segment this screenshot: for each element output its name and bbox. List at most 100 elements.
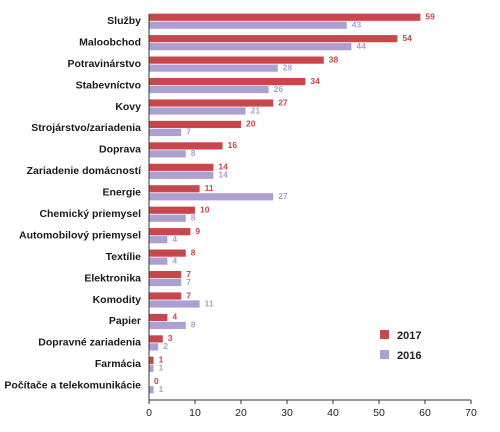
- data-label-2016: 7: [186, 127, 191, 137]
- bar-2016-13: [149, 300, 200, 308]
- category-label: Služby: [107, 15, 141, 27]
- data-label-2017: 11: [205, 183, 214, 193]
- category-label: Elektronika: [84, 272, 141, 284]
- data-label-2017: 59: [425, 11, 435, 21]
- data-label-2016: 4: [172, 234, 177, 244]
- bar-2017-3: [149, 77, 306, 86]
- bar-2016-11: [149, 257, 168, 265]
- bar-2017-4: [149, 99, 274, 107]
- category-label: Textílie: [106, 251, 142, 263]
- bar-2017-14: [149, 313, 168, 322]
- category-label: Stabevníctvo: [76, 79, 141, 91]
- data-label-2016: 21: [251, 105, 261, 115]
- x-tick-label: 0: [146, 407, 152, 419]
- data-label-2017: 0: [154, 376, 159, 386]
- data-label-2016: 26: [274, 84, 284, 94]
- category-label: Potravinárstvo: [67, 58, 141, 70]
- data-label-2017: 4: [172, 312, 177, 322]
- bar-2017-16: [149, 356, 154, 364]
- data-label-2016: 44: [356, 41, 366, 51]
- bar-2017-0: [149, 13, 421, 21]
- data-label-2016: 43: [352, 19, 362, 29]
- category-label: Strojárstvo/zariadenia: [31, 122, 141, 134]
- bar-2017-1: [149, 35, 398, 43]
- bar-2017-15: [149, 335, 163, 343]
- category-label: Počítače a telekomunikácie: [4, 380, 141, 392]
- data-label-2016: 14: [218, 170, 228, 180]
- data-label-2017: 27: [278, 97, 288, 107]
- x-tick-label: 40: [327, 407, 339, 419]
- bar-2016-15: [149, 343, 159, 351]
- data-label-2017: 3: [168, 333, 173, 343]
- legend-label-2017: 2017: [397, 330, 421, 342]
- data-label-2017: 9: [195, 226, 200, 236]
- legend: 2017 2016: [380, 330, 421, 362]
- bar-2016-16: [149, 364, 154, 372]
- data-label-2017: 14: [218, 162, 228, 172]
- bar-2016-9: [149, 214, 186, 222]
- category-label: Kovy: [115, 101, 141, 113]
- data-label-2017: 1: [159, 355, 164, 365]
- bar-2016-4: [149, 107, 246, 115]
- data-label-2017: 54: [402, 33, 412, 43]
- data-label-2016: 8: [191, 320, 196, 330]
- bar-2016-8: [149, 193, 274, 201]
- bar-2016-17: [149, 386, 154, 394]
- x-tick-label: 10: [189, 407, 201, 419]
- data-label-2017: 7: [186, 269, 191, 279]
- category-label: Doprava: [99, 144, 141, 156]
- data-label-2016: 8: [191, 148, 196, 158]
- data-label-2016: 11: [205, 298, 214, 308]
- bar-2016-5: [149, 128, 182, 137]
- data-label-2016: 2: [163, 341, 168, 351]
- x-tick-label: 50: [373, 407, 385, 419]
- category-label: Komodity: [93, 294, 142, 306]
- bar-2016-14: [149, 321, 186, 330]
- bar-2017-6: [149, 142, 223, 150]
- bar-2016-12: [149, 278, 182, 287]
- bar-2016-3: [149, 85, 269, 94]
- category-label: Dopravné zariadenia: [38, 337, 141, 349]
- category-label: Energie: [102, 187, 141, 199]
- bar-2016-1: [149, 43, 352, 51]
- data-label-2017: 34: [310, 76, 320, 86]
- data-label-2017: 7: [186, 290, 191, 300]
- legend-swatch-2016: [380, 350, 389, 359]
- bars-layer: [149, 13, 421, 394]
- bar-2017-5: [149, 120, 241, 129]
- category-label: Papier: [109, 315, 141, 327]
- legend-label-2016: 2016: [397, 350, 421, 362]
- bar-2016-2: [149, 64, 278, 72]
- data-label-2016: 27: [278, 191, 288, 201]
- data-label-2017: 10: [200, 204, 210, 214]
- x-tick-label: 60: [419, 407, 431, 419]
- bar-2017-13: [149, 292, 182, 300]
- bar-2016-7: [149, 171, 214, 179]
- category-label: Maloobchod: [79, 36, 141, 48]
- data-label-2017: 16: [228, 140, 238, 150]
- data-label-2016: 7: [186, 277, 191, 287]
- category-label: Zariadenie domácností: [27, 165, 142, 177]
- legend-swatch-2017: [380, 330, 389, 339]
- bar-2017-10: [149, 228, 191, 236]
- bar-2017-12: [149, 270, 182, 279]
- bar-2016-10: [149, 236, 168, 244]
- category-label: Farmácia: [95, 358, 141, 370]
- bar-2017-8: [149, 185, 200, 193]
- data-label-2016: 4: [172, 255, 177, 265]
- bar-2017-11: [149, 249, 186, 257]
- data-label-2017: 8: [191, 247, 196, 257]
- data-label-2016: 8: [191, 212, 196, 222]
- data-label-2016: 1: [159, 384, 164, 394]
- bar-2016-0: [149, 21, 347, 29]
- data-label-2016: 1: [159, 363, 164, 373]
- x-tick-label: 30: [281, 407, 293, 419]
- x-tick-label: 20: [235, 407, 247, 419]
- category-label: Chemický priemysel: [39, 208, 141, 220]
- axis-layer: 0 10 20 30 40 50 60 70: [146, 400, 477, 419]
- x-tick-label: 70: [465, 407, 477, 419]
- bar-2016-6: [149, 150, 186, 158]
- data-label-2017: 20: [246, 119, 256, 129]
